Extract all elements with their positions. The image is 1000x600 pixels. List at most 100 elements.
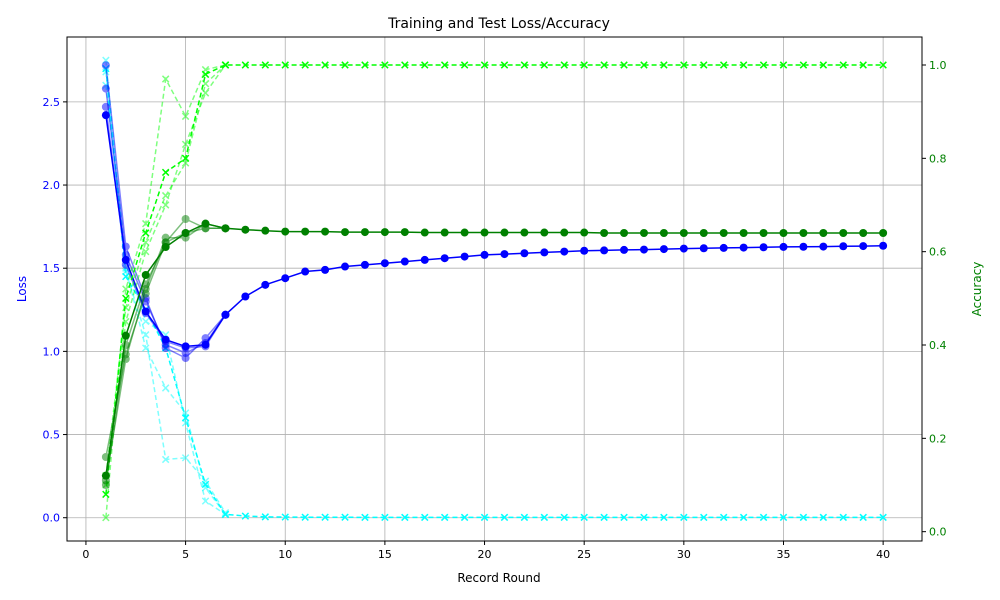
data-point — [420, 228, 429, 237]
data-point — [141, 229, 150, 237]
data-point — [580, 61, 588, 69]
data-point — [500, 228, 509, 237]
data-point — [101, 84, 110, 93]
data-point — [141, 247, 150, 256]
data-point — [360, 228, 369, 237]
data-point — [879, 61, 887, 69]
data-point — [719, 61, 728, 69]
data-point — [241, 61, 250, 69]
data-point — [321, 513, 329, 521]
data-point — [699, 229, 708, 237]
data-point — [341, 513, 349, 521]
x-tick-label: 15 — [378, 548, 392, 561]
data-point — [101, 61, 110, 70]
data-point — [181, 215, 190, 223]
data-point — [699, 244, 708, 253]
data-point — [281, 274, 290, 283]
data-point — [460, 513, 469, 522]
data-point — [301, 267, 310, 276]
data-point — [600, 61, 608, 69]
data-point — [201, 70, 210, 79]
series-line — [105, 68, 884, 519]
data-point — [500, 250, 509, 259]
data-point — [620, 513, 628, 522]
series-layer — [101, 56, 888, 522]
data-point — [421, 513, 429, 522]
series-train-loss-run — [102, 56, 230, 519]
data-point — [421, 61, 429, 69]
data-point — [281, 227, 290, 236]
data-point — [101, 111, 110, 120]
data-point — [799, 61, 808, 69]
data-point — [819, 229, 828, 237]
series-line — [105, 71, 227, 514]
data-point — [440, 61, 449, 69]
grid-lines — [67, 37, 922, 541]
data-point — [659, 245, 668, 254]
y-right-tick-label: 0.6 — [929, 246, 947, 259]
data-point — [261, 513, 270, 521]
data-point — [620, 245, 629, 254]
data-point — [440, 513, 449, 522]
data-point — [460, 228, 469, 237]
data-point — [620, 61, 628, 69]
data-point — [261, 226, 270, 235]
data-point — [679, 229, 688, 237]
data-point — [102, 490, 110, 499]
data-point — [719, 229, 728, 237]
data-point — [401, 61, 409, 69]
data-point — [879, 513, 887, 522]
data-point — [141, 331, 150, 339]
data-point — [480, 61, 489, 69]
data-point — [540, 248, 549, 257]
y-left-tick-label: 0.0 — [43, 512, 61, 525]
data-point — [380, 259, 389, 268]
y-axis-right-label: Accuracy — [970, 262, 984, 317]
series-train-loss-run — [102, 81, 230, 519]
data-point — [161, 384, 170, 392]
data-point — [719, 243, 728, 252]
y-right-tick-label: 1.0 — [929, 59, 947, 72]
series-train-acc-run — [102, 61, 230, 489]
data-point — [181, 154, 190, 163]
series-train-acc-run — [102, 61, 230, 522]
data-point — [639, 245, 648, 254]
data-point — [759, 513, 768, 522]
data-point — [161, 335, 170, 344]
data-point — [122, 303, 130, 312]
data-point — [520, 249, 529, 258]
data-point — [819, 242, 828, 251]
data-point — [580, 513, 588, 522]
x-tick-label: 0 — [82, 548, 89, 561]
data-point — [819, 61, 828, 69]
y-right-tick-label: 0.8 — [929, 152, 947, 165]
data-point — [799, 242, 808, 251]
data-point — [321, 227, 330, 236]
y-left-tick-label: 1.0 — [43, 345, 61, 358]
x-tick-label: 10 — [278, 548, 292, 561]
data-point — [361, 61, 369, 69]
y-right-tick-label: 0.2 — [929, 432, 947, 445]
x-axis-label: Record Round — [457, 571, 540, 585]
data-point — [480, 513, 489, 522]
data-point — [759, 61, 768, 69]
y-left-tick-label: 0.5 — [43, 429, 61, 442]
data-point — [221, 510, 230, 519]
data-point — [540, 513, 549, 522]
y-right-tick-label: 0.0 — [929, 526, 947, 539]
data-point — [122, 272, 130, 281]
data-point — [739, 61, 748, 69]
data-point — [540, 228, 549, 237]
data-point — [679, 244, 688, 253]
data-point — [680, 513, 688, 522]
data-point — [660, 61, 668, 69]
data-point — [759, 243, 768, 252]
data-point — [341, 228, 350, 237]
data-point — [341, 262, 350, 271]
data-point — [520, 228, 529, 237]
data-point — [381, 61, 389, 69]
data-point — [161, 455, 170, 464]
chart-title: Training and Test Loss/Accuracy — [387, 16, 610, 32]
plot-frame — [66, 36, 923, 542]
